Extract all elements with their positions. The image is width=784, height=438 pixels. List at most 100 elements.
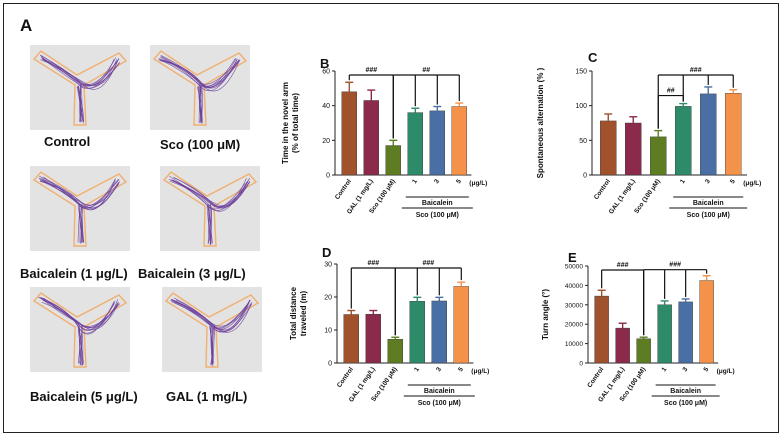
group-sub-label: Sco (100 μM) (687, 212, 730, 219)
unit-label: (μg/L) (717, 368, 735, 375)
bar (341, 91, 357, 176)
bar (453, 286, 469, 364)
bar (451, 106, 467, 176)
sig-label: ### (367, 260, 379, 267)
ymaze-baicalein-3 (160, 166, 260, 251)
sig-label: ### (690, 67, 702, 74)
y-tick-label: 20 (324, 295, 332, 302)
bar (636, 338, 651, 364)
bar (700, 93, 717, 176)
unit-label: (μg/L) (743, 180, 761, 187)
sig-label: ### (669, 262, 681, 269)
trace-path (212, 325, 216, 364)
y-tick-label: 40 (322, 103, 330, 110)
ymaze-baicalein-1-trace (32, 171, 128, 247)
trace-path (171, 299, 253, 333)
bar (594, 295, 609, 364)
ymaze-outline (32, 50, 128, 126)
trace-path (159, 56, 240, 85)
ymaze-baicalein-5-trace (32, 292, 128, 368)
y-tick-label: 50000 (565, 264, 583, 271)
category-label: 1 (660, 366, 668, 373)
ymaze-control-trace (32, 50, 128, 126)
y-axis-label: Total distance (289, 286, 298, 340)
ymaze-baicalein-5 (30, 287, 130, 372)
y-tick-label: 30 (324, 262, 332, 269)
y-axis-label-line2: traveled (m) (299, 290, 308, 336)
bar (625, 122, 642, 176)
category-label: 5 (457, 366, 465, 373)
category-label: 5 (729, 178, 737, 185)
chart-panel-b: B 0 20 40 60 Time in the novel arm (% of total… (281, 56, 487, 219)
group-sub-label: Sco (100 μM) (418, 400, 461, 407)
ymaze-baicalein-1 (30, 166, 130, 251)
y-axis-label: Spontaneous alternation (% ) (536, 67, 545, 178)
unit-label: (μg/L) (469, 180, 487, 187)
trace-path (80, 206, 84, 243)
maze-label-baicalein-5: Baicalein (5 μg/L) (30, 389, 138, 404)
trace-path (39, 175, 120, 209)
ymaze-sco-trace (152, 50, 248, 126)
trace-path (39, 297, 119, 329)
category-label: Control (593, 178, 612, 201)
chart-panel-e: E 0 10000 20000 30000 40000 50000 Turn angle (°… (541, 250, 735, 407)
trace-path (78, 86, 81, 122)
sig-label: ## (422, 67, 430, 74)
y-tick-label: 20 (322, 138, 330, 145)
figure-frame (3, 3, 779, 433)
ymaze-gal (162, 287, 262, 372)
category-label: Control (586, 366, 605, 389)
y-tick-label: 0 (328, 361, 332, 368)
category-label: 3 (681, 366, 689, 373)
group-label: Baicalein (693, 200, 724, 207)
bar (407, 112, 423, 176)
category-label: Control (336, 366, 355, 389)
unit-label: (μg/L) (471, 368, 489, 375)
group-label: Baicalein (424, 388, 455, 395)
panel-letter: D (322, 245, 331, 260)
category-label: 1 (411, 178, 419, 185)
bar (699, 280, 714, 364)
bar (363, 100, 379, 176)
ymaze-gal-trace (164, 292, 260, 368)
group-label: Baicalein (670, 388, 701, 395)
trace-path (77, 85, 85, 122)
trace-path (171, 301, 249, 329)
y-tick-label: 100 (575, 103, 587, 110)
maze-label-baicalein-1: Baicalein (1 μg/L) (20, 266, 128, 281)
y-tick-label: 0 (579, 361, 583, 368)
y-tick-label: 50 (579, 138, 587, 145)
maze-label-gal: GAL (1 mg/L) (166, 389, 248, 404)
bar (657, 304, 672, 364)
y-tick-label: 0 (326, 173, 330, 180)
bar (675, 106, 692, 176)
y-tick-label: 30000 (565, 302, 583, 309)
trace-path (209, 204, 212, 245)
ymaze-outline (164, 292, 260, 368)
ymaze-outline (32, 292, 128, 368)
y-tick-label: 20000 (565, 322, 583, 329)
group-sub-label: Sco (100 μM) (416, 212, 459, 219)
trace-path (173, 297, 249, 331)
maze-label-baicalein-3: Baicalein (3 μg/L) (138, 266, 246, 281)
y-axis-label: Turn angle (°) (541, 289, 550, 340)
trace-path (196, 86, 202, 122)
ymaze-outline (32, 171, 128, 247)
bar (343, 314, 359, 364)
bar (431, 300, 447, 364)
trace-path (78, 325, 83, 366)
trace-path (173, 177, 251, 208)
trace-path (39, 55, 118, 90)
bar (615, 327, 630, 364)
trace-path (39, 179, 116, 211)
sig-label: ### (617, 262, 629, 269)
panel-letter: C (588, 50, 598, 65)
trace-path (172, 300, 251, 330)
bar (725, 92, 742, 176)
trace-path (40, 54, 120, 87)
panel-a-letter: A (20, 16, 33, 35)
trace-path (77, 205, 81, 243)
category-label: 1 (679, 178, 687, 185)
trace-path (41, 58, 120, 89)
